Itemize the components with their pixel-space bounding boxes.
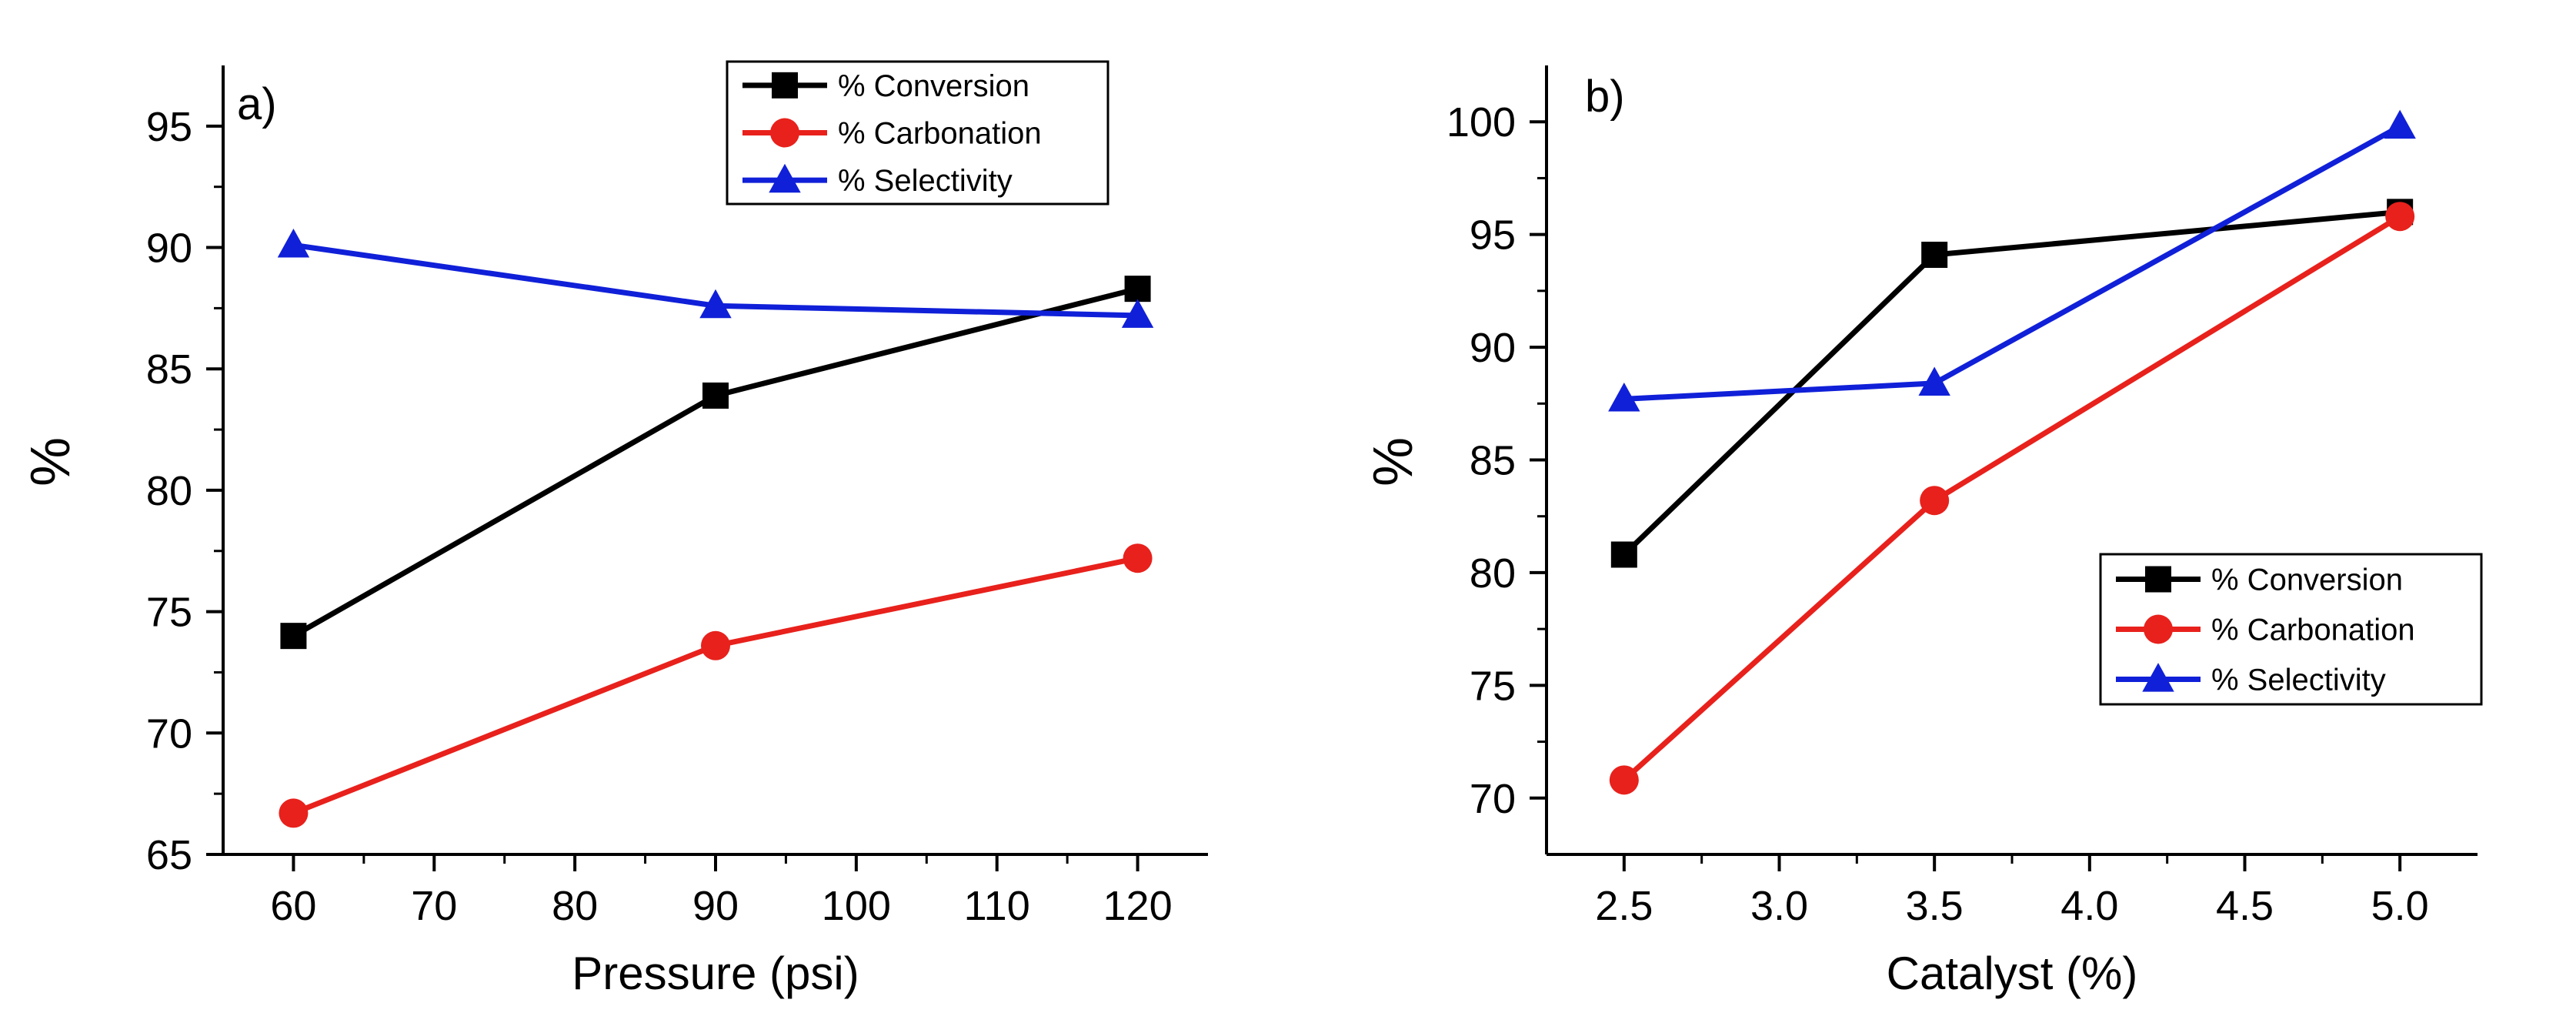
x-tick-label: 90	[692, 883, 739, 929]
data-point	[1610, 541, 1637, 568]
series-conversion	[280, 276, 1151, 650]
legend-marker	[769, 163, 801, 193]
series-carbonation	[1609, 202, 2415, 795]
x-tick-label: 60	[270, 883, 316, 929]
data-point	[701, 630, 730, 660]
data-point	[1123, 543, 1153, 573]
data-point	[279, 798, 309, 828]
x-tick-label: 100	[822, 883, 891, 929]
panel-label: b)	[1585, 72, 1625, 122]
data-point	[702, 382, 729, 409]
x-tick-label: 4.5	[2216, 883, 2274, 929]
y-tick-label: 90	[146, 226, 192, 272]
legend: % Conversion % Carbonation % Selectivity	[726, 60, 1109, 206]
series-line	[1622, 209, 2401, 557]
data-point	[699, 289, 732, 319]
data-point	[1918, 366, 1950, 396]
data-point	[1920, 486, 1950, 516]
y-tick-label: 80	[146, 468, 192, 514]
y-tick-label: 70	[146, 710, 192, 757]
data-point	[280, 623, 307, 650]
legend-marker	[2145, 566, 2171, 593]
legend: % Conversion % Carbonation % Selectivity	[2099, 553, 2483, 706]
legend-marker	[2142, 663, 2174, 692]
series-line	[292, 555, 1139, 816]
y-tick-label: 95	[1470, 212, 1516, 259]
legend-entry-label: % Selectivity	[2211, 664, 2386, 697]
y-tick-label: 90	[1470, 325, 1516, 371]
data-point	[1121, 299, 1154, 328]
chart-panel-1: 65 70 75 80 85 90 95 60 70 80 90 100 110 120 Pressure …	[20, 60, 1208, 999]
y-tick-label: 70	[1470, 776, 1516, 822]
legend-entry-label: % Conversion	[838, 69, 1029, 103]
data-point	[1921, 242, 1948, 268]
data-point	[2384, 109, 2416, 139]
legend-marker	[2144, 614, 2173, 644]
series-carbonation	[279, 543, 1153, 828]
data-point	[2385, 202, 2415, 232]
series-line	[1623, 124, 2401, 402]
legend-marker	[772, 72, 798, 99]
y-tick-label: 85	[146, 346, 192, 393]
x-tick-label: 3.0	[1750, 883, 1808, 929]
data-point	[1124, 276, 1151, 303]
x-tick-label: 80	[552, 883, 598, 929]
series-selectivity	[1608, 109, 2416, 412]
y-tick-label: 80	[1470, 550, 1516, 597]
x-tick-label: 3.5	[1906, 883, 1964, 929]
legend-entry-label: % Carbonation	[2211, 613, 2415, 647]
x-tick-label: 110	[964, 883, 1030, 929]
x-tick-label: 70	[411, 883, 457, 929]
y-tick-label: 75	[1470, 663, 1516, 709]
y-tick-label: 75	[146, 590, 192, 636]
data-point	[277, 228, 310, 258]
x-tick-label: 120	[1103, 883, 1173, 929]
legend-marker	[770, 118, 799, 148]
y-axis-label: %	[1363, 437, 1424, 486]
series-selectivity	[277, 228, 1154, 328]
y-tick-label: 95	[146, 104, 192, 150]
y-tick-label: 65	[146, 832, 192, 878]
data-point	[1609, 765, 1639, 795]
x-tick-label: 2.5	[1595, 883, 1653, 929]
legend-entry-label: % Selectivity	[838, 164, 1013, 198]
chart-panel-2: 70 75 80 85 90 95 100 2.5 3.0 3.5 4.0 4.5 5.0 Catalys…	[1363, 65, 2483, 999]
x-tick-label: 4.0	[2060, 883, 2118, 929]
x-axis-label: Catalyst (%)	[1887, 948, 2138, 999]
panel-label: a)	[237, 79, 277, 129]
y-axis-label: %	[20, 437, 82, 486]
y-tick-label: 100	[1446, 99, 1516, 145]
series-conversion	[1610, 199, 2414, 568]
data-point	[1608, 383, 1640, 412]
x-axis-label: Pressure (psi)	[572, 948, 859, 999]
legend-entry-label: % Conversion	[2211, 563, 2403, 597]
y-tick-label: 85	[1470, 438, 1516, 484]
x-tick-label: 5.0	[2371, 883, 2429, 929]
legend-entry-label: % Carbonation	[838, 117, 1042, 151]
